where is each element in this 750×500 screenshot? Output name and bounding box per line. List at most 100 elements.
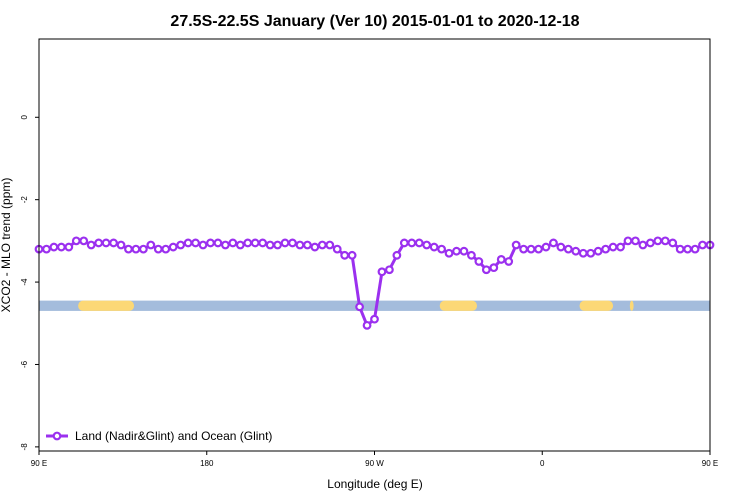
data-point <box>94 238 104 248</box>
data-point <box>176 240 186 250</box>
data-point <box>56 242 66 252</box>
data-point <box>220 240 230 250</box>
x-tick-label: 90 W <box>365 459 384 468</box>
data-point <box>698 240 707 250</box>
data-point <box>273 240 282 250</box>
data-point <box>153 244 163 254</box>
legend-marker <box>52 431 62 441</box>
y-tick-label: -6 <box>20 360 29 368</box>
x-axis-label: Longitude (deg E) <box>327 477 422 491</box>
data-point <box>116 240 126 250</box>
data-point <box>660 236 670 246</box>
data-point <box>295 240 305 250</box>
data-point <box>124 244 133 254</box>
data-point <box>370 314 379 324</box>
data-point <box>422 240 432 250</box>
data-point <box>288 238 297 248</box>
data-point <box>310 242 320 252</box>
data-point <box>317 240 327 250</box>
data-point <box>213 238 223 248</box>
y-axis-label: XCO2 - MLO trend (ppm) <box>0 178 13 313</box>
data-point <box>392 250 402 260</box>
data-point <box>623 236 633 246</box>
data-point <box>549 238 558 248</box>
data-point <box>616 242 625 252</box>
data-point <box>168 242 178 252</box>
data-point <box>79 236 89 246</box>
data-point <box>690 244 700 254</box>
y-tick-label: -4 <box>20 278 29 286</box>
data-point <box>601 244 611 254</box>
data-point <box>407 238 417 248</box>
data-point <box>534 244 543 254</box>
data-point <box>608 242 618 252</box>
data-point <box>429 242 439 252</box>
data-point <box>459 246 469 256</box>
x-axis: 90 E 180 90 W 0 90 E <box>31 451 718 468</box>
x-tick-label: 90 E <box>702 459 718 468</box>
data-point <box>578 248 588 258</box>
data-point <box>511 240 521 250</box>
data-point <box>198 240 208 250</box>
data-point <box>385 265 394 275</box>
surface-band <box>39 300 710 311</box>
data-point <box>355 302 364 312</box>
data-point <box>71 236 81 246</box>
data-point <box>481 265 491 275</box>
data-point <box>332 244 342 254</box>
data-point <box>303 240 312 250</box>
data-point <box>638 240 648 250</box>
x-tick-label: 0 <box>540 459 545 468</box>
data-point <box>571 246 581 256</box>
data-point <box>146 240 156 250</box>
data-point <box>280 238 290 248</box>
data-point <box>138 244 148 254</box>
data-point <box>668 238 678 248</box>
legend-label: Land (Nadir&Glint) and Ocean (Glint) <box>75 429 272 443</box>
data-point <box>683 244 693 254</box>
data-point <box>228 238 238 248</box>
y-tick-label: -8 <box>20 443 29 451</box>
y-tick-label: 0 <box>20 115 29 120</box>
data-point <box>265 240 275 250</box>
data-point <box>377 267 387 277</box>
series-line <box>39 239 710 327</box>
data-point <box>489 263 499 273</box>
data-point <box>504 257 514 266</box>
data-point <box>526 244 536 254</box>
data-point <box>593 246 603 256</box>
data-point <box>452 246 461 256</box>
data-point <box>101 238 111 248</box>
data-point <box>131 244 141 254</box>
data-point <box>206 238 215 248</box>
data-point <box>474 257 484 266</box>
data-point <box>586 248 596 258</box>
ocean-band <box>39 300 710 311</box>
data-point <box>250 238 260 248</box>
data-point <box>399 238 409 248</box>
data-point <box>467 250 476 260</box>
data-point <box>258 238 268 248</box>
y-axis: 0 -2 -4 -6 -8 <box>20 115 39 451</box>
data-point <box>519 244 529 254</box>
y-tick-label: -2 <box>20 196 29 204</box>
data-point <box>541 242 551 252</box>
series-layer <box>34 236 715 330</box>
data-point <box>191 238 200 248</box>
data-point <box>556 242 566 252</box>
data-point <box>340 250 350 260</box>
data-point <box>437 244 447 254</box>
land-band-segment <box>579 300 614 311</box>
chart-title: 27.5S-22.5S January (Ver 10) 2015-01-01 … <box>170 13 579 30</box>
data-point <box>325 240 335 250</box>
data-point <box>243 238 253 248</box>
data-point <box>653 236 663 246</box>
data-point <box>64 242 74 252</box>
legend: Land (Nadir&Glint) and Ocean (Glint) <box>46 429 272 443</box>
data-point <box>362 320 372 330</box>
land-band-segment <box>439 300 478 311</box>
x-tick-label: 90 E <box>31 459 47 468</box>
data-point <box>347 250 357 260</box>
data-point <box>109 238 118 248</box>
